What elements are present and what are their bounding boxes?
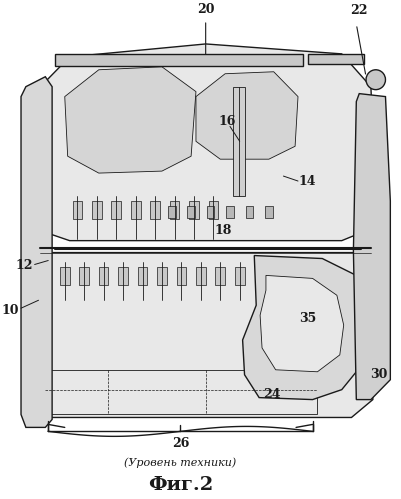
Circle shape xyxy=(365,70,385,90)
Bar xyxy=(215,267,225,285)
Bar xyxy=(169,201,179,219)
Text: 30: 30 xyxy=(369,368,387,381)
Bar xyxy=(225,206,233,218)
Bar xyxy=(167,206,175,218)
Text: 10: 10 xyxy=(2,304,19,317)
Bar xyxy=(130,201,140,219)
Bar xyxy=(60,267,69,285)
Text: 18: 18 xyxy=(214,224,231,237)
Bar xyxy=(45,370,317,415)
Bar xyxy=(187,206,194,218)
Text: 22: 22 xyxy=(350,4,367,17)
Bar xyxy=(245,206,253,218)
Text: 26: 26 xyxy=(171,437,188,450)
Text: (Уровень техники): (Уровень техники) xyxy=(124,457,236,468)
Bar xyxy=(72,201,82,219)
Bar xyxy=(157,267,166,285)
Polygon shape xyxy=(41,252,372,418)
Polygon shape xyxy=(352,94,389,400)
Bar xyxy=(118,267,128,285)
Bar xyxy=(79,267,89,285)
Bar xyxy=(232,87,244,196)
Bar xyxy=(195,267,205,285)
Text: 12: 12 xyxy=(15,259,32,272)
Bar xyxy=(92,201,101,219)
Bar xyxy=(99,267,108,285)
Text: 24: 24 xyxy=(262,388,280,401)
Text: Фиг.2: Фиг.2 xyxy=(148,476,213,494)
Bar xyxy=(189,201,198,219)
Bar xyxy=(176,267,186,285)
Text: 20: 20 xyxy=(196,3,214,16)
Text: 35: 35 xyxy=(298,312,316,325)
Polygon shape xyxy=(259,275,343,372)
Bar xyxy=(208,201,218,219)
Bar xyxy=(264,206,272,218)
Bar xyxy=(150,201,160,219)
Text: 16: 16 xyxy=(218,115,235,128)
Text: 14: 14 xyxy=(298,175,316,188)
Polygon shape xyxy=(21,77,52,428)
Polygon shape xyxy=(65,67,195,173)
Bar xyxy=(307,54,363,64)
Polygon shape xyxy=(195,72,297,159)
Bar xyxy=(55,54,302,66)
Polygon shape xyxy=(242,255,368,400)
Bar xyxy=(206,206,214,218)
Bar xyxy=(234,267,244,285)
Bar xyxy=(137,267,147,285)
Polygon shape xyxy=(36,44,375,241)
Bar xyxy=(111,201,121,219)
